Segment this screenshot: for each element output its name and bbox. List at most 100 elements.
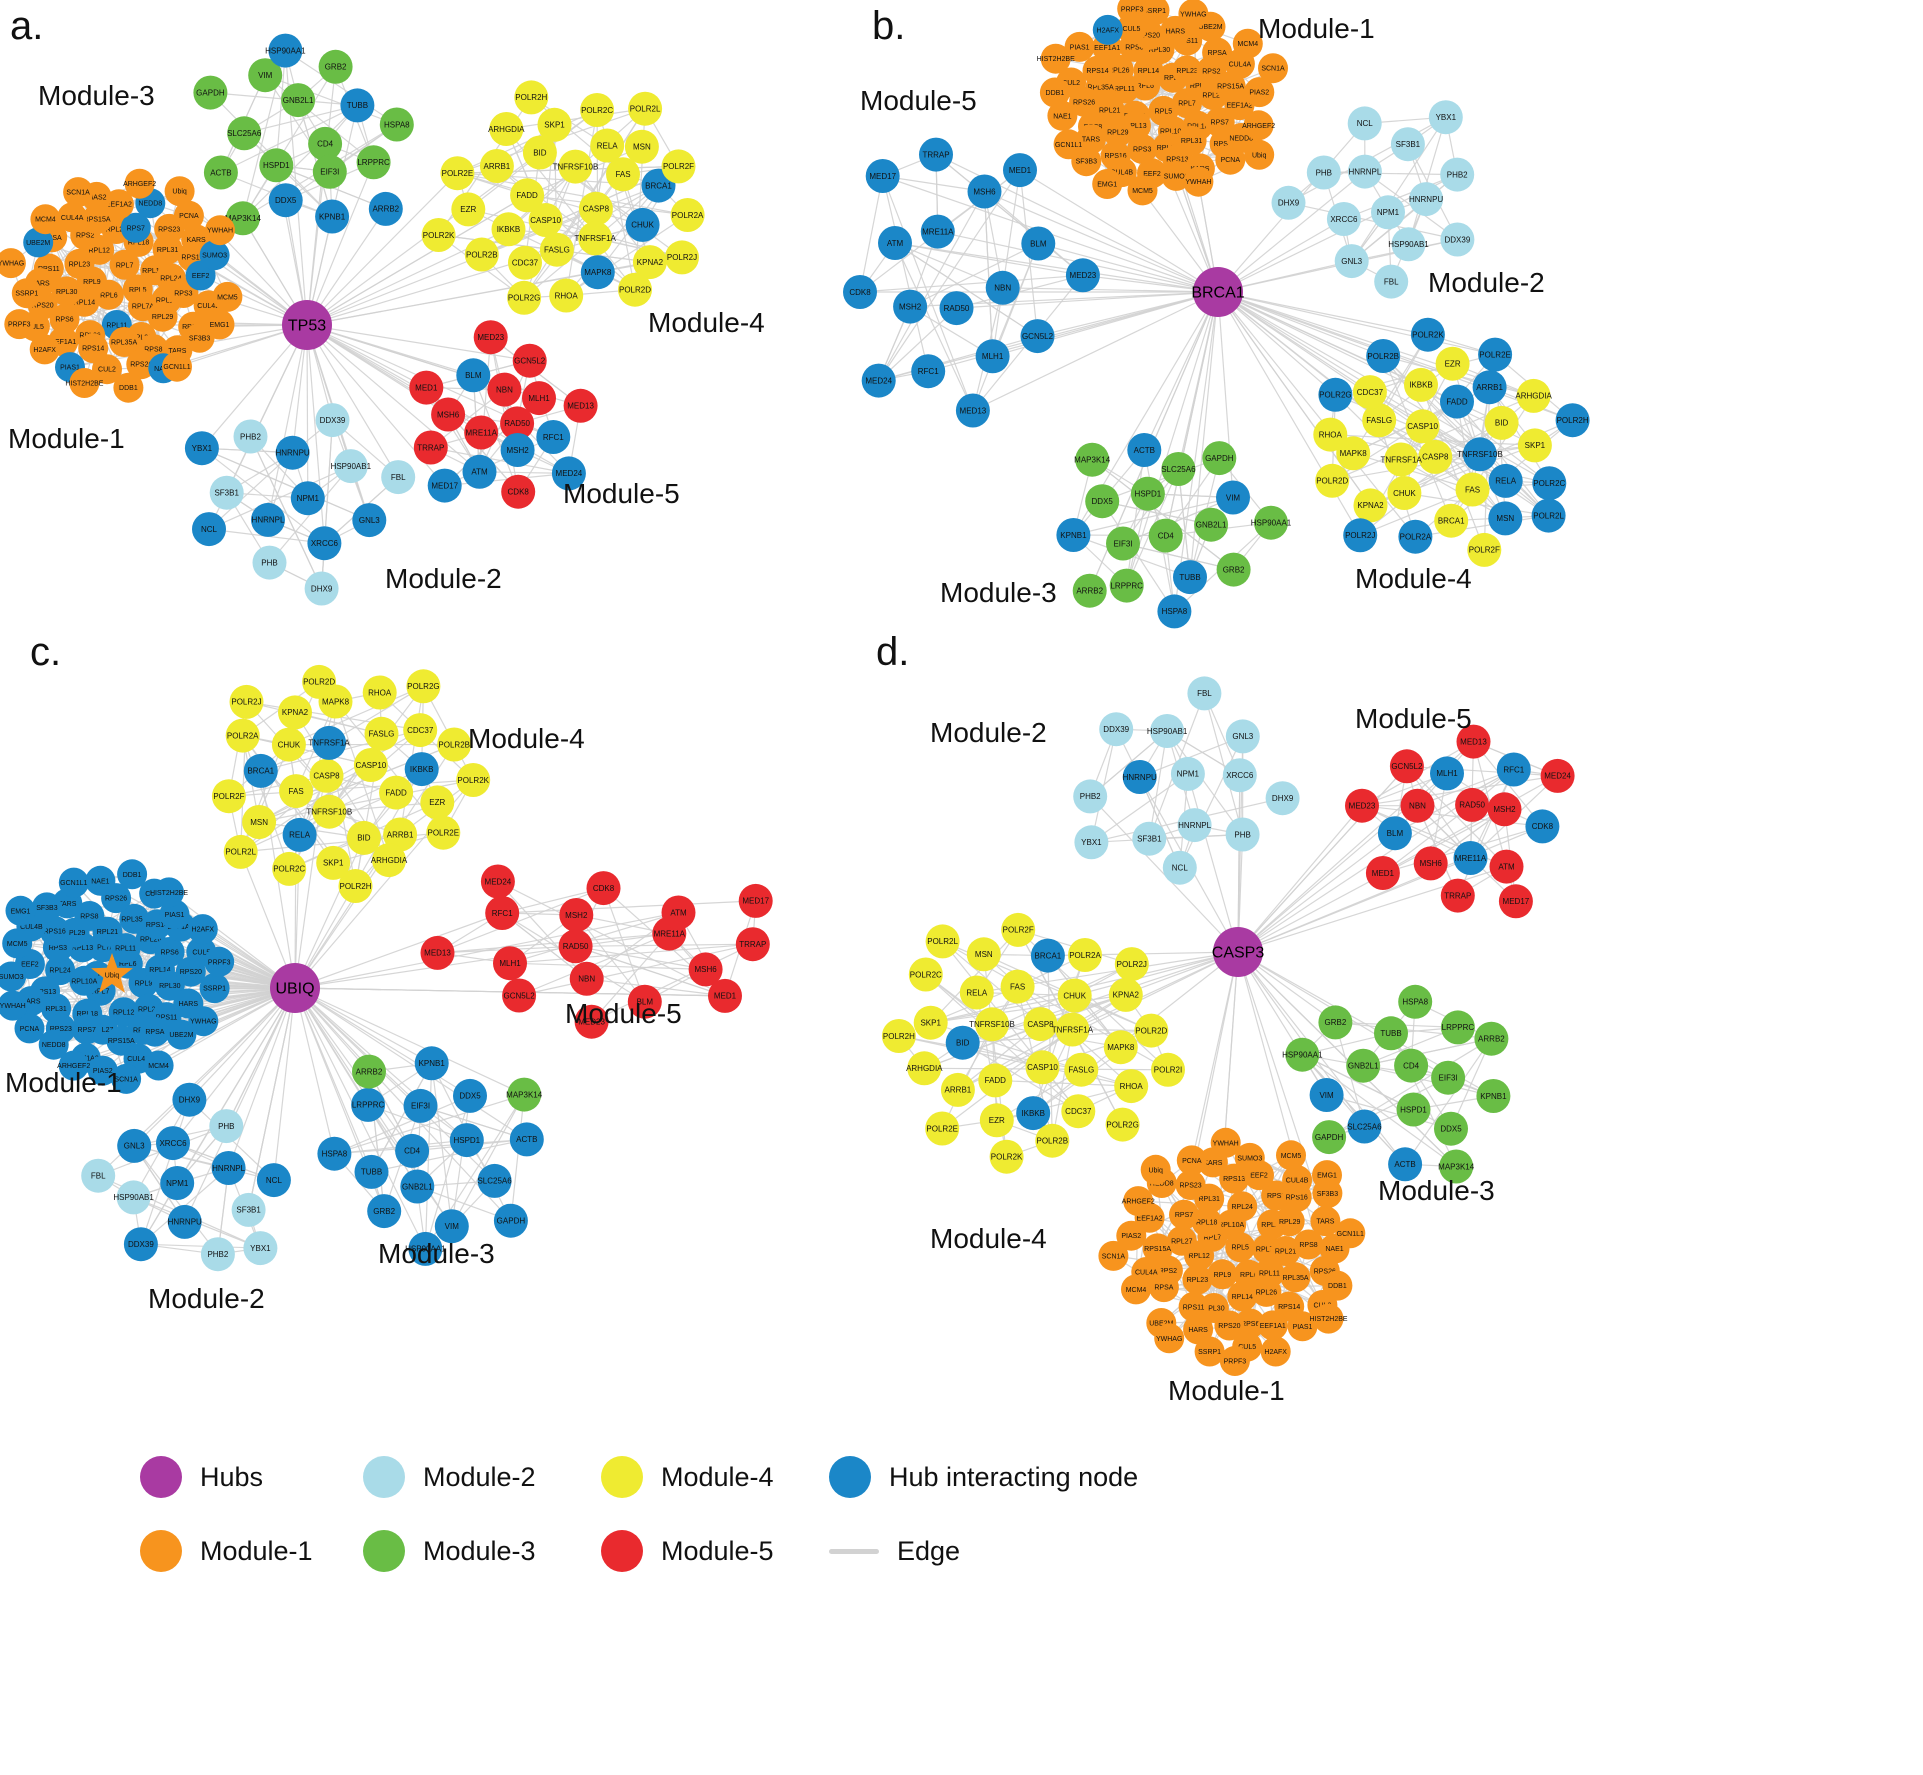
edge	[496, 165, 596, 239]
node-CD4	[1394, 1048, 1429, 1083]
node-TUBB	[1374, 1016, 1408, 1051]
node-MED24	[551, 456, 586, 491]
hub-node-CASP3	[1213, 927, 1263, 977]
node-HARS	[1183, 1314, 1214, 1345]
node-GCN1L1	[58, 867, 89, 898]
node-RPL29	[1274, 1206, 1305, 1237]
edge	[1122, 542, 1234, 571]
node-TNFRSF1A	[578, 221, 613, 256]
node-RPL29	[1102, 117, 1133, 148]
edge	[1382, 775, 1558, 874]
node-POLR2C	[272, 851, 307, 886]
node-EIF3I	[403, 1088, 438, 1123]
node-MED23	[1065, 258, 1100, 293]
hub-edge	[306, 324, 309, 499]
legend-label-edge: Edge	[897, 1535, 961, 1566]
node-GRB2	[318, 49, 353, 84]
node-TNFRSF10B	[1462, 437, 1497, 472]
edge	[502, 887, 604, 914]
hub-edge	[1019, 169, 1219, 293]
node-RPL23	[1182, 1264, 1213, 1295]
node-POLR2G	[406, 669, 441, 704]
hub-edge	[1165, 291, 1219, 536]
node-SF3B1	[1390, 127, 1425, 162]
module-label: Module-5	[1355, 703, 1472, 734]
node-POLR2I	[1151, 1052, 1185, 1087]
node-DDB1	[117, 859, 148, 890]
edge	[1203, 693, 1244, 835]
node-ARHGEF2	[124, 168, 155, 199]
node-MAP3K14	[1075, 442, 1110, 477]
edge	[1415, 515, 1549, 538]
node-PHB2	[233, 419, 268, 454]
node-YBX1	[243, 1231, 278, 1266]
panel-label-c: c.	[30, 630, 62, 674]
node-XRCC6	[1326, 202, 1361, 236]
node-NBN	[487, 372, 522, 407]
node-HIST2H2BE	[69, 368, 100, 398]
node-RPS3	[1127, 133, 1158, 164]
hub-edge	[1143, 291, 1219, 451]
node-SKP1	[316, 845, 351, 880]
node-POLR2J	[1343, 518, 1378, 553]
node-MSH2	[559, 898, 594, 932]
hub-edge	[294, 987, 432, 1064]
node-DDX39	[315, 403, 350, 438]
node-BID	[1484, 405, 1519, 440]
hub-edge	[1038, 242, 1219, 293]
node-MED17	[738, 883, 773, 918]
node-TUBB	[1173, 560, 1207, 595]
node-RPL35A	[119, 903, 150, 934]
edge	[1091, 773, 1189, 843]
node-POLR2F	[1001, 912, 1036, 947]
edge	[1071, 1029, 1124, 1125]
node-HNRNPU	[167, 1204, 202, 1239]
node-POLR2F	[661, 149, 696, 184]
node-SF3B1	[231, 1192, 266, 1227]
node-RPS11	[1178, 1291, 1209, 1322]
node-MSN	[242, 805, 277, 839]
edge	[894, 242, 1003, 289]
node-star-Ubiq	[91, 953, 133, 993]
node-ATM	[1489, 849, 1524, 884]
node-TUBB	[340, 88, 375, 123]
node-GRB2	[1216, 552, 1251, 587]
node-DDX39	[123, 1227, 158, 1262]
node-SSRP1	[199, 973, 230, 1004]
node-POLR2D	[302, 664, 337, 699]
node-NAE1	[1047, 100, 1078, 131]
node-PHB2	[1073, 779, 1108, 814]
module-1-swatch	[140, 1530, 182, 1572]
node-POLR2K	[421, 218, 456, 252]
node-PIAS1	[1287, 1311, 1318, 1342]
panel-label-a: a.	[10, 4, 44, 48]
node-CDC37	[1061, 1094, 1096, 1129]
node-MED1	[1003, 153, 1037, 188]
edge	[1323, 171, 1458, 176]
edge	[370, 1063, 433, 1173]
node-RFC1	[536, 420, 571, 454]
node-HSP90AA1	[1254, 505, 1288, 540]
node-HSP90AA1	[408, 1231, 443, 1266]
node-CHUK	[1387, 476, 1422, 510]
node-RPL27	[1166, 1225, 1197, 1256]
edge	[518, 943, 753, 997]
edge	[1051, 1029, 1073, 1141]
edge	[140, 1243, 261, 1249]
edge	[451, 1094, 525, 1227]
module-label: Module-3	[1378, 1175, 1495, 1206]
edge	[1148, 730, 1168, 839]
node-DDX5	[453, 1078, 487, 1113]
node-RHOA	[1114, 1069, 1149, 1104]
hub-edge	[294, 987, 525, 1096]
node-KPNB1	[1476, 1079, 1511, 1113]
node-RPS7	[1169, 1199, 1199, 1230]
node-NPM1	[160, 1166, 195, 1200]
node-MRE11A	[464, 415, 499, 450]
edge	[1073, 496, 1234, 536]
node-PHB	[209, 1109, 244, 1144]
edge	[201, 447, 370, 521]
node-HNRNPU	[1409, 182, 1444, 217]
